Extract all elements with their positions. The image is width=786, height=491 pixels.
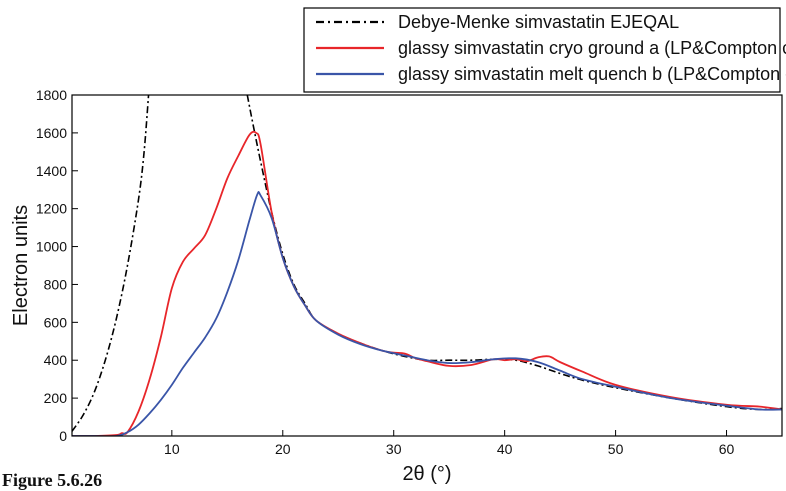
legend-label-1: Debye-Menke simvastatin EJEQAL: [398, 12, 679, 32]
y-tick-label: 1400: [36, 163, 67, 179]
x-tick-label: 50: [608, 441, 624, 457]
x-axis-title: 2θ (°): [402, 463, 451, 485]
y-tick-label: 1800: [36, 87, 67, 103]
y-axis-title: Electron units: [10, 205, 32, 326]
axes-layer: 10 20 30 40 50 600200400600800100012001400160…: [36, 87, 783, 457]
plot-frame: [71, 94, 783, 437]
x-tick-label: 60: [719, 441, 735, 457]
series-line-2: [72, 130, 782, 436]
y-tick-label: 200: [44, 390, 68, 406]
y-tick-label: 600: [44, 314, 68, 330]
series-line-1: [72, 95, 782, 432]
legend-label-2: glassy simvastatin cryo ground a (LP&Com…: [398, 38, 786, 58]
y-tick-label: 800: [44, 276, 68, 292]
series-line-1-left-branch: [72, 95, 150, 432]
y-tick-label: 1600: [36, 125, 67, 141]
y-tick-label: 0: [59, 428, 67, 444]
series-line-1-right-branch: [246, 95, 782, 411]
x-tick-label: 10: [164, 441, 180, 457]
series-layer: [72, 95, 782, 436]
figure-caption: Figure 5.6.26: [2, 470, 103, 490]
y-tick-label: 1200: [36, 201, 67, 217]
x-tick-label: 30: [386, 441, 402, 457]
x-tick-label: 40: [497, 441, 513, 457]
y-tick-label: 400: [44, 352, 68, 368]
legend-label-3: glassy simvastatin melt quench b (LP&Com…: [398, 64, 786, 84]
legend: Debye-Menke simvastatin EJEQAL glassy sim…: [303, 7, 786, 93]
x-tick-label: 20: [275, 441, 291, 457]
series-line-3: [72, 191, 782, 436]
y-tick-label: 1000: [36, 239, 67, 255]
